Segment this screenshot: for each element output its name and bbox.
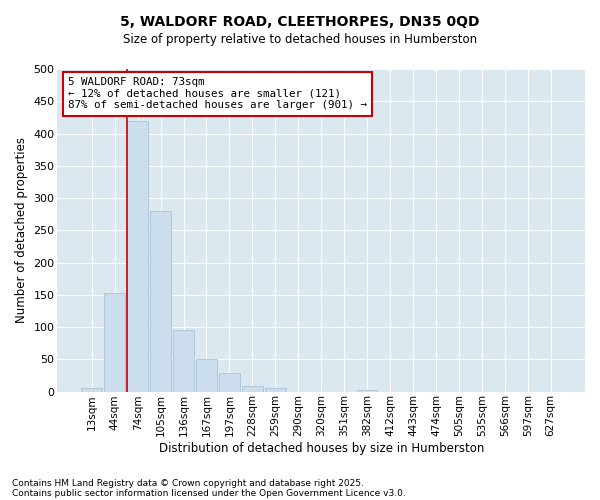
Text: 5, WALDORF ROAD, CLEETHORPES, DN35 0QD: 5, WALDORF ROAD, CLEETHORPES, DN35 0QD [120, 15, 480, 29]
Bar [150, 211, 171, 392]
Bar [127, 120, 148, 392]
Bar [173, 330, 194, 392]
Bar [242, 386, 263, 392]
Bar [82, 388, 102, 392]
Y-axis label: Number of detached properties: Number of detached properties [15, 138, 28, 324]
Text: Size of property relative to detached houses in Humberston: Size of property relative to detached ho… [123, 32, 477, 46]
Bar [104, 294, 125, 392]
Bar [357, 390, 377, 392]
Text: Contains HM Land Registry data © Crown copyright and database right 2025.: Contains HM Land Registry data © Crown c… [12, 478, 364, 488]
Text: 5 WALDORF ROAD: 73sqm
← 12% of detached houses are smaller (121)
87% of semi-det: 5 WALDORF ROAD: 73sqm ← 12% of detached … [68, 77, 367, 110]
X-axis label: Distribution of detached houses by size in Humberston: Distribution of detached houses by size … [158, 442, 484, 455]
Bar [219, 374, 240, 392]
Bar [265, 388, 286, 392]
Bar [196, 360, 217, 392]
Text: Contains public sector information licensed under the Open Government Licence v3: Contains public sector information licen… [12, 488, 406, 498]
